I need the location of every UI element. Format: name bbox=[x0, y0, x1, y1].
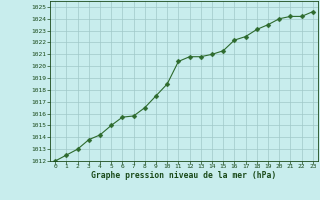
X-axis label: Graphe pression niveau de la mer (hPa): Graphe pression niveau de la mer (hPa) bbox=[92, 171, 276, 180]
